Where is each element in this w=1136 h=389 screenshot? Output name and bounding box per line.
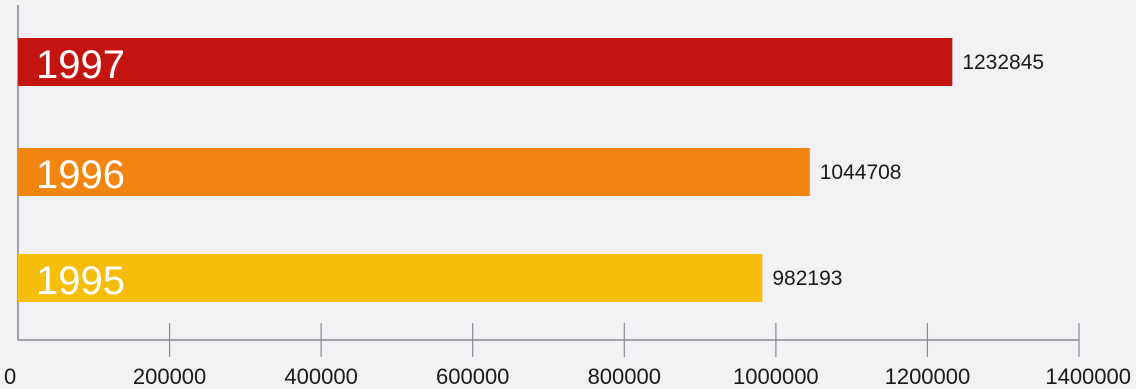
x-tick-label: 200000	[133, 364, 206, 389]
bar-value-label: 982193	[772, 267, 842, 290]
bar-category-label: 1995	[36, 259, 125, 303]
x-tick-label: 800000	[588, 364, 661, 389]
x-tick-label: 1200000	[885, 364, 971, 389]
x-tick-label: 400000	[284, 364, 357, 389]
bar-1997	[18, 38, 953, 86]
bar-category-label: 1997	[36, 43, 125, 87]
x-tick-label: 600000	[436, 364, 509, 389]
bar-1996	[18, 148, 810, 196]
x-tick-label: 1400000	[1045, 364, 1131, 389]
x-tick-label: 0	[4, 364, 16, 389]
bar-1995	[18, 254, 763, 302]
bar-value-label: 1232845	[962, 51, 1044, 74]
bar-value-label: 1044708	[820, 161, 902, 184]
bars-group: 1997 1232845 1996 1044708 1995 982193	[18, 38, 1044, 303]
bar-category-label: 1996	[36, 153, 125, 197]
x-axis-ticks: 0 200000 400000 600000 800000 1000000 1200000 1…	[4, 323, 1131, 389]
x-tick-label: 1000000	[733, 364, 819, 389]
